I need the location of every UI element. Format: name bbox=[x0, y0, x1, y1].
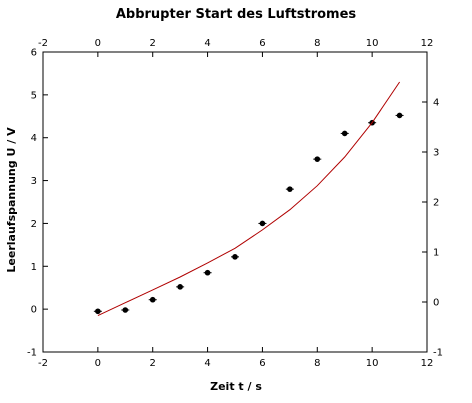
x-tick-label-top: -2 bbox=[38, 38, 48, 49]
x-tick-label-bottom: 10 bbox=[366, 358, 379, 369]
x-tick-label-top: 4 bbox=[204, 38, 210, 49]
x-tick-label-bottom: 4 bbox=[204, 358, 210, 369]
x-tick-label-top: 6 bbox=[259, 38, 265, 49]
data-point bbox=[177, 284, 183, 290]
data-point bbox=[287, 186, 293, 192]
y-tick-label-left: 0 bbox=[31, 305, 37, 316]
data-point bbox=[95, 308, 101, 315]
series-layer bbox=[93, 81, 404, 317]
y-tick-label-right: -1 bbox=[433, 348, 443, 359]
data-point bbox=[232, 254, 238, 260]
x-tick-label-top: 10 bbox=[366, 38, 379, 49]
y-tick-label-right: 2 bbox=[433, 198, 439, 209]
x-tick-label-top: 12 bbox=[421, 38, 434, 49]
x-tick-label-top: 0 bbox=[95, 38, 101, 49]
y-tick-label-left: 4 bbox=[31, 133, 37, 144]
x-tick-label-bottom: 0 bbox=[95, 358, 101, 369]
plot-frame bbox=[42, 51, 428, 353]
y-tick-label-left: 6 bbox=[31, 48, 37, 59]
x-tick-label-top: 8 bbox=[314, 38, 320, 49]
x-tick-label-bottom: 6 bbox=[259, 358, 265, 369]
y-tick-label-left: 2 bbox=[31, 219, 37, 230]
y-tick-label-right: 3 bbox=[433, 148, 439, 159]
data-point bbox=[204, 269, 211, 276]
fit-curve bbox=[97, 81, 401, 317]
x-tick-label-top: 2 bbox=[150, 38, 156, 49]
data-point bbox=[149, 296, 156, 303]
data-point bbox=[341, 130, 348, 137]
y-tick-label-left: 3 bbox=[31, 176, 37, 187]
chart-title: Abbrupter Start des Luftstromes bbox=[116, 7, 357, 22]
data-point bbox=[396, 112, 403, 119]
y-tick-label-right: 4 bbox=[433, 98, 439, 109]
data-point bbox=[314, 156, 321, 162]
y-tick-label-right: 0 bbox=[433, 298, 439, 309]
x-tick-label-bottom: 12 bbox=[421, 358, 434, 369]
x-axis-label: Zeit t / s bbox=[210, 380, 262, 393]
y-tick-label-left: 1 bbox=[31, 262, 37, 273]
y-tick-label-left: 5 bbox=[31, 90, 37, 101]
x-tick-label-bottom: -2 bbox=[38, 358, 48, 369]
y-axis-label: Leerlaufspannung U / V bbox=[5, 127, 18, 273]
x-tick-label-bottom: 2 bbox=[150, 358, 156, 369]
x-tick-label-bottom: 8 bbox=[314, 358, 320, 369]
data-point bbox=[259, 220, 266, 227]
y-tick-label-left: -1 bbox=[27, 348, 37, 359]
data-point bbox=[122, 307, 129, 313]
y-tick-label-right: 1 bbox=[433, 248, 439, 259]
